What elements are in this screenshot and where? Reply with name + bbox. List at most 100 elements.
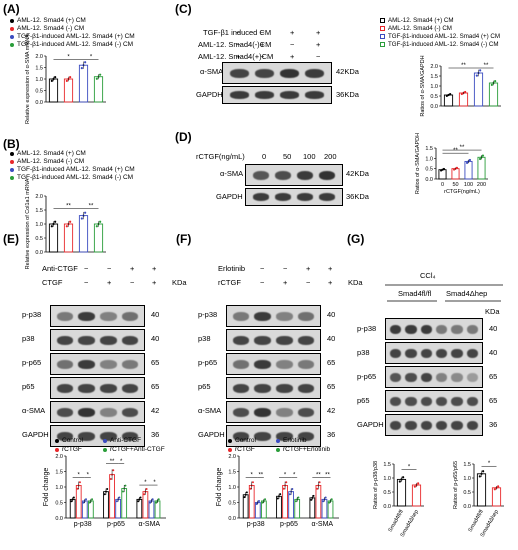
bar: [121, 488, 128, 519]
sign-e-0-1: −: [107, 264, 112, 273]
blot-label-c-asma: α-SMA: [200, 67, 224, 76]
legend-e-dot-1: [103, 438, 107, 443]
sign-c-0-2: +: [290, 28, 295, 37]
blot-f-4: [226, 401, 321, 423]
sig-star: **: [110, 459, 115, 465]
blot-label-f-2: p-p65: [198, 358, 218, 367]
sign-f-0-1: −: [283, 264, 288, 273]
blot-g-4: [385, 414, 483, 436]
data-point: [282, 487, 285, 490]
bar: [282, 485, 288, 519]
blot-label-c-gapdh: GAPDH: [196, 90, 223, 99]
blot-d-gapdh: [245, 188, 343, 206]
legend-e-item-1: Anti-CTGF: [110, 437, 142, 444]
y-axis-label: Ratios of p-p65/p65: [453, 461, 459, 509]
y-tick-label: 2.0: [35, 54, 43, 60]
band: [318, 170, 336, 180]
legend-e-dot-3: [103, 447, 107, 452]
sig-star: **: [89, 204, 94, 210]
band: [232, 311, 250, 321]
blot-g-0: [385, 318, 483, 340]
y-axis-label: Ratios of p-p38/p38: [373, 461, 379, 509]
data-point: [449, 93, 452, 96]
data-point: [490, 83, 493, 86]
band: [318, 193, 336, 201]
blot-label-g-2: p-p65: [357, 372, 377, 381]
sign-c-2-1: −: [260, 52, 265, 61]
x-axis-label: rCTGF(ng/mL): [444, 189, 480, 195]
y-tick-label: 0.0: [425, 177, 433, 183]
band: [274, 193, 292, 201]
bar: [75, 485, 82, 519]
kda-e-1: 40: [151, 334, 160, 343]
y-tick-label: 0.0: [55, 516, 63, 522]
data-point: [88, 501, 91, 504]
legend-b-item-1: AML-12. Smad4 (-) CM: [17, 158, 85, 165]
row-label-c-1: AML-12. Smad4(-)CM: [198, 40, 272, 49]
bar: [458, 92, 469, 107]
bar: [491, 487, 502, 507]
blot-label-f-0: p-p38: [198, 310, 218, 319]
band: [466, 396, 479, 406]
data-point: [76, 487, 79, 490]
y-tick-label: 0.0: [463, 504, 471, 510]
y-tick-label: 0.5: [430, 94, 438, 100]
sig-star: **: [460, 145, 465, 151]
band: [56, 407, 74, 417]
bar: [315, 485, 322, 519]
kda-g-1: 40: [489, 348, 498, 357]
x-tick-label: α-SMA: [312, 521, 334, 528]
sig-star: **: [258, 472, 263, 478]
bar: [115, 498, 121, 519]
blot-label-e-4: α-SMA: [22, 406, 46, 415]
dose-d-2: 100: [303, 152, 316, 161]
band: [451, 420, 463, 430]
bar: [78, 215, 89, 253]
bar: [109, 474, 115, 519]
data-point: [50, 79, 53, 82]
blot-g-2: [385, 366, 483, 388]
band: [276, 335, 293, 345]
y-tick-label: 1.0: [35, 77, 43, 83]
band: [78, 335, 95, 345]
y-tick-label: 2.0: [228, 454, 236, 460]
sign-c-1-1: +: [260, 40, 265, 49]
x-tick-label: p-p65: [107, 521, 125, 528]
bar: [48, 78, 59, 103]
blot-f-5: [226, 425, 321, 447]
data-point: [297, 496, 300, 499]
band: [276, 311, 293, 321]
sign-e-1-3: +: [152, 278, 157, 287]
band: [100, 311, 117, 321]
sign-c-0-3: +: [316, 28, 321, 37]
sig-star: *: [408, 465, 411, 471]
row-label-c-2: AML-12. Smad4(+)CM: [198, 52, 274, 61]
data-point: [82, 501, 85, 504]
sig-star: **: [66, 204, 71, 210]
band: [254, 335, 271, 345]
data-point: [442, 167, 446, 171]
blot-g-1: [385, 342, 483, 364]
band: [297, 359, 315, 369]
blot-c-asma: [222, 62, 332, 84]
band: [254, 407, 271, 417]
legend-f-item-3: rCTGF+Erlotinib: [283, 446, 331, 453]
data-point: [482, 470, 485, 473]
sig-star: *: [488, 461, 491, 467]
blot-label-g-3: p65: [357, 396, 370, 405]
bar: [488, 82, 499, 107]
data-point: [324, 496, 327, 499]
data-point: [330, 498, 333, 501]
x-tick-label: 200: [477, 182, 486, 188]
legend-f-item-1: Erlotinib: [283, 437, 307, 444]
blot-label-f-5: GAPDH: [198, 430, 225, 439]
band: [232, 359, 250, 369]
sign-e-1-1: +: [107, 278, 112, 287]
data-point: [291, 488, 294, 491]
data-point: [54, 76, 57, 79]
bar: [294, 498, 301, 519]
y-tick-label: 2.0: [430, 64, 438, 70]
band: [389, 324, 402, 334]
y-tick-label: 0.0: [228, 516, 236, 522]
